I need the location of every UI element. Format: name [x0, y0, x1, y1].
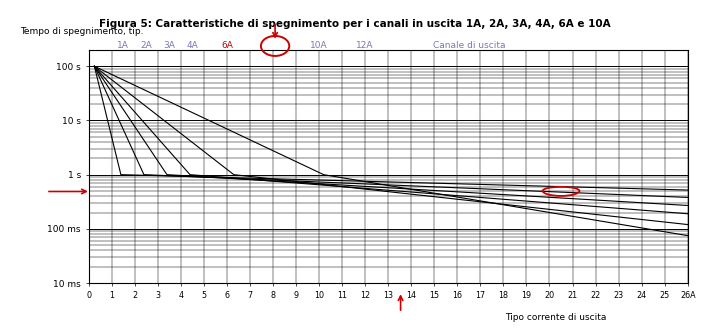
Text: Tempo di spegnimento, tip.: Tempo di spegnimento, tip.: [20, 27, 143, 36]
Text: Figura 5: Caratteristiche di spegnimento per i canali in uscita 1A, 2A, 3A, 4A, : Figura 5: Caratteristiche di spegnimento…: [99, 19, 610, 29]
Text: Tipo corrente di uscita: Tipo corrente di uscita: [506, 313, 607, 322]
Text: 4A: 4A: [186, 41, 199, 50]
Text: Canale di uscita: Canale di uscita: [432, 41, 505, 50]
Text: 10A: 10A: [311, 41, 328, 50]
Text: 1A: 1A: [117, 41, 129, 50]
Text: 2A: 2A: [140, 41, 152, 50]
Text: 6A: 6A: [221, 41, 233, 50]
Text: 12A: 12A: [357, 41, 374, 50]
Text: 3A: 3A: [163, 41, 175, 50]
